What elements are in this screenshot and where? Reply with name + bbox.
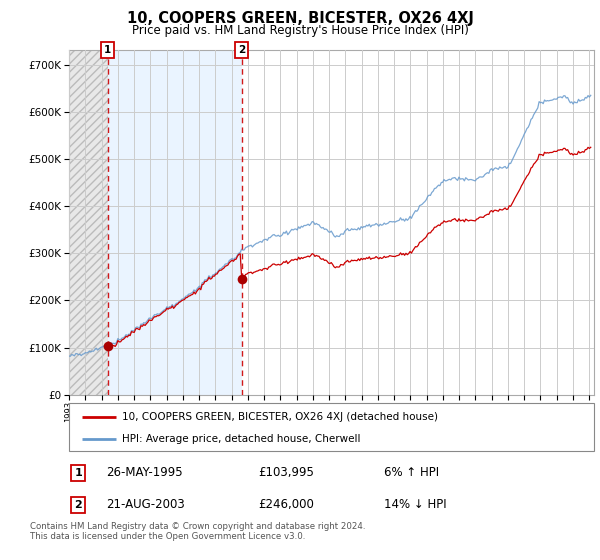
Text: £103,995: £103,995 (258, 466, 314, 479)
Text: 10, COOPERS GREEN, BICESTER, OX26 4XJ (detached house): 10, COOPERS GREEN, BICESTER, OX26 4XJ (d… (121, 412, 437, 422)
Text: 1: 1 (104, 45, 112, 55)
Text: 2: 2 (238, 45, 245, 55)
Text: 21-AUG-2003: 21-AUG-2003 (106, 498, 185, 511)
Text: 1: 1 (74, 468, 82, 478)
Text: 14% ↓ HPI: 14% ↓ HPI (384, 498, 446, 511)
Text: £246,000: £246,000 (258, 498, 314, 511)
Text: 26-MAY-1995: 26-MAY-1995 (106, 466, 182, 479)
FancyBboxPatch shape (69, 403, 594, 451)
Text: HPI: Average price, detached house, Cherwell: HPI: Average price, detached house, Cher… (121, 434, 360, 444)
Text: 2: 2 (74, 500, 82, 510)
Text: Contains HM Land Registry data © Crown copyright and database right 2024.
This d: Contains HM Land Registry data © Crown c… (30, 522, 365, 542)
Text: Price paid vs. HM Land Registry's House Price Index (HPI): Price paid vs. HM Land Registry's House … (131, 24, 469, 36)
Text: 10, COOPERS GREEN, BICESTER, OX26 4XJ: 10, COOPERS GREEN, BICESTER, OX26 4XJ (127, 11, 473, 26)
Text: 6% ↑ HPI: 6% ↑ HPI (384, 466, 439, 479)
